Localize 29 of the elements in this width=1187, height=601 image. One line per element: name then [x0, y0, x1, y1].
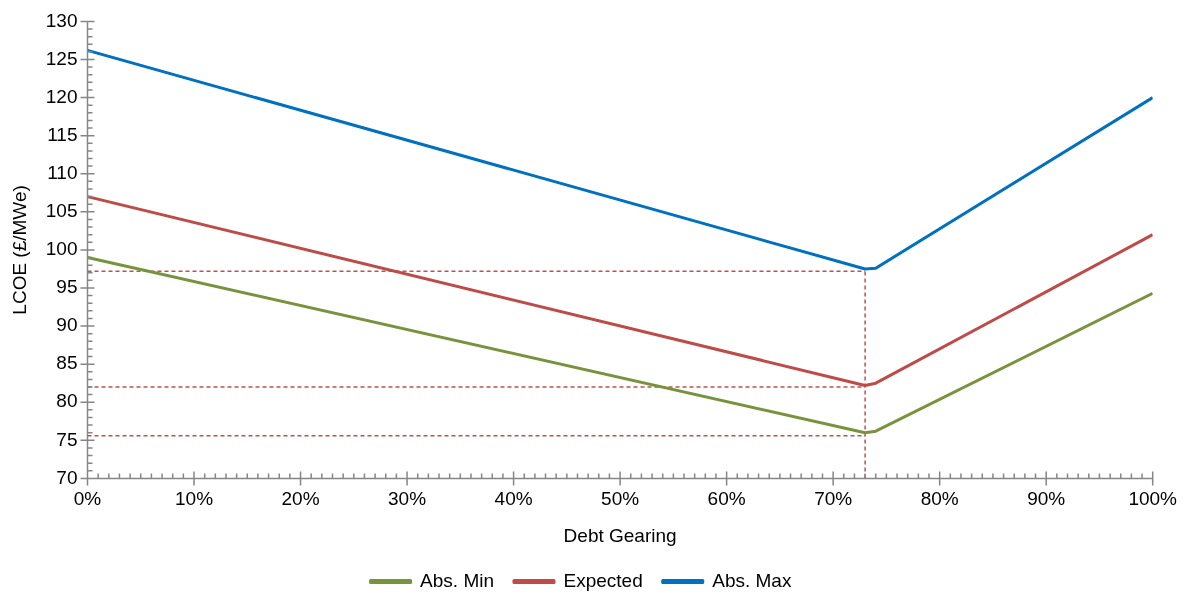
- x-tick-label: 20%: [281, 488, 320, 510]
- x-tick-label: 60%: [707, 488, 746, 510]
- y-tick-label: 100: [45, 238, 78, 260]
- x-tick-label: 80%: [920, 488, 959, 510]
- y-tick-label: 130: [45, 9, 78, 31]
- legend-label: Expected: [563, 569, 643, 591]
- y-tick-label: 125: [45, 47, 78, 69]
- y-tick-label: 90: [56, 314, 78, 336]
- x-tick-label: 30%: [388, 488, 427, 510]
- x-tick-label: 100%: [1128, 488, 1178, 510]
- y-tick-label: 80: [56, 390, 78, 412]
- y-tick-label: 115: [47, 123, 78, 145]
- x-tick-label: 90%: [1027, 488, 1066, 510]
- legend-label: Abs. Max: [712, 569, 792, 591]
- y-tick-label: 110: [47, 161, 78, 183]
- y-tick-label: 85: [56, 352, 78, 374]
- x-tick-label: 40%: [494, 488, 533, 510]
- y-axis-title: LCOE (£/MWe): [8, 185, 30, 315]
- y-tick-label: 120: [45, 85, 78, 107]
- y-tick-label: 70: [56, 466, 78, 488]
- y-tick-label: 95: [56, 276, 78, 298]
- x-tick-label: 50%: [601, 488, 640, 510]
- x-tick-label: 70%: [814, 488, 853, 510]
- y-tick-label: 75: [56, 428, 78, 450]
- legend-label: Abs. Min: [420, 569, 495, 591]
- y-tick-label: 105: [45, 200, 78, 222]
- x-tick-label: 10%: [175, 488, 214, 510]
- x-axis-title: Debt Gearing: [563, 524, 677, 546]
- x-tick-label: 0%: [73, 488, 102, 510]
